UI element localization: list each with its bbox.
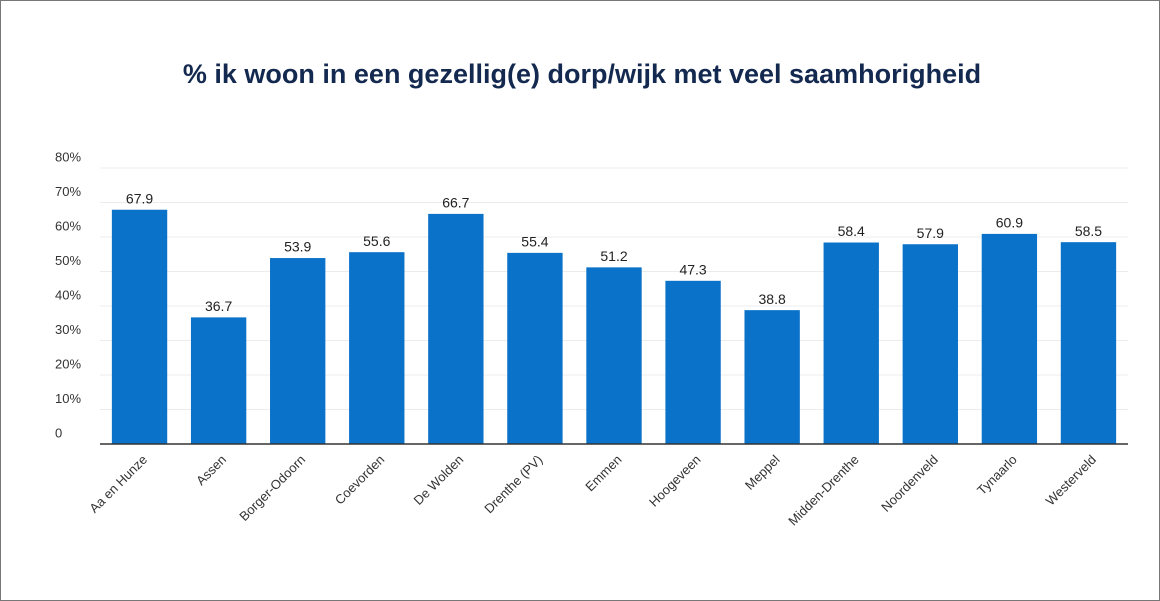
bar	[428, 213, 484, 444]
value-label: 38.8	[759, 291, 786, 307]
y-tick-label: 70%	[55, 184, 81, 199]
y-tick-label: 60%	[55, 218, 81, 233]
bar	[981, 233, 1038, 444]
bar	[270, 258, 326, 444]
bar	[349, 252, 405, 444]
value-label: 55.4	[521, 234, 548, 250]
value-label: 53.9	[284, 239, 311, 255]
y-tick-label: 80%	[55, 149, 81, 164]
y-tick-label: 50%	[55, 253, 81, 268]
value-label: 57.9	[917, 225, 944, 241]
bar	[665, 280, 721, 444]
chart-title: % ik woon in een gezellig(e) dorp/wijk m…	[183, 59, 981, 89]
bar	[1060, 242, 1117, 444]
value-label: 66.7	[442, 195, 469, 211]
y-tick-label: 20%	[55, 356, 81, 371]
bar	[111, 209, 168, 444]
value-label: 47.3	[679, 262, 706, 278]
bar	[507, 252, 563, 444]
value-label: 36.7	[205, 298, 232, 314]
y-tick-label: 40%	[55, 287, 81, 302]
bar	[586, 267, 642, 444]
y-tick-label: 10%	[55, 391, 81, 406]
value-label: 67.9	[126, 190, 153, 206]
value-label: 60.9	[996, 215, 1023, 231]
value-label: 51.2	[600, 248, 627, 264]
bar	[744, 310, 800, 444]
bar	[823, 242, 879, 444]
y-tick-label: 30%	[55, 322, 81, 337]
value-label: 58.5	[1075, 223, 1102, 239]
bar	[902, 244, 958, 444]
value-label: 58.4	[838, 223, 865, 239]
y-tick-label: 0	[55, 425, 62, 440]
bar	[190, 317, 247, 444]
value-label: 55.6	[363, 233, 390, 249]
